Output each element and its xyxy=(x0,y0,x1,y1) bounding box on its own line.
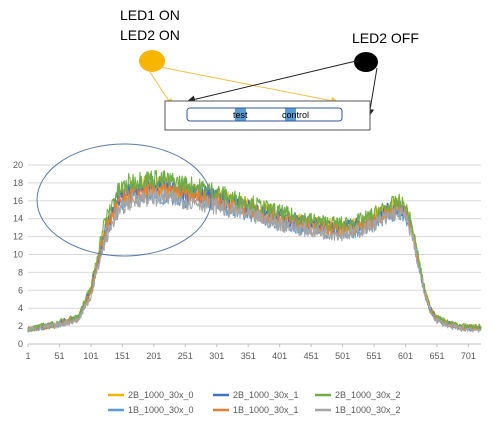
y-tick-label: 18 xyxy=(13,178,23,188)
strip-inner-window xyxy=(186,107,343,122)
led-off-indicator xyxy=(354,52,378,72)
series-line-1B_1000_30x_2 xyxy=(27,188,482,333)
legend-label: 2B_1000_30x_1 xyxy=(233,390,299,400)
strip-control-label: control xyxy=(282,110,309,120)
strip-control-patch xyxy=(285,108,296,121)
x-tick-label: 551 xyxy=(367,351,382,361)
legend-label: 1B_1000_30x_0 xyxy=(128,405,194,415)
y-tick-label: 20 xyxy=(13,160,23,170)
led2-off-label: LED2 OFF xyxy=(352,30,419,46)
legend-label: 1B_1000_30x_1 xyxy=(233,405,299,415)
x-tick-label: 701 xyxy=(461,351,476,361)
x-tick-label: 651 xyxy=(429,351,444,361)
x-tick-label: 451 xyxy=(304,351,319,361)
chart-series-lines xyxy=(27,170,482,333)
y-tick-label: 14 xyxy=(13,214,23,224)
y-tick-label: 16 xyxy=(13,196,23,206)
x-tick-label: 301 xyxy=(209,351,224,361)
series-line-2B_1000_30x_2 xyxy=(27,170,482,332)
led1-on-label: LED1 ON xyxy=(120,7,180,23)
x-tick-label: 101 xyxy=(83,351,98,361)
chart-y-ticks: 0 2 4 6 8 10 12 14 16 18 20 xyxy=(13,160,23,349)
x-tick-label: 151 xyxy=(115,351,130,361)
y-tick-label: 4 xyxy=(18,303,23,313)
x-tick-label: 1 xyxy=(25,351,30,361)
chart-legend: 2B_1000_30x_0 2B_1000_30x_1 2B_1000_30x_2 1… xyxy=(108,390,401,415)
peak-highlight-ellipse xyxy=(36,143,212,257)
x-tick-label: 501 xyxy=(335,351,350,361)
led-on-arrow-to-test xyxy=(159,66,339,105)
legend-label: 2B_1000_30x_0 xyxy=(128,390,194,400)
chart-gridlines xyxy=(28,164,481,327)
x-tick-label: 201 xyxy=(146,351,161,361)
y-tick-label: 12 xyxy=(13,232,23,242)
led-on-arrow-to-strip-left xyxy=(149,71,173,107)
x-tick-label: 251 xyxy=(178,351,193,361)
legend-label: 1B_1000_30x_2 xyxy=(335,405,401,415)
legend-label: 2B_1000_30x_2 xyxy=(335,390,401,400)
x-tick-label: 401 xyxy=(272,351,287,361)
strip-test-patch xyxy=(235,108,246,121)
led2-on-label: LED2 ON xyxy=(120,27,180,43)
y-tick-label: 10 xyxy=(13,250,23,260)
y-tick-label: 8 xyxy=(18,267,23,277)
x-tick-label: 51 xyxy=(54,351,64,361)
y-tick-label: 6 xyxy=(18,285,23,295)
chart-x-ticks: 1 51 101 151 201 251 301 351 401 451 501 551 601 651 7… xyxy=(25,344,476,361)
y-tick-label: 2 xyxy=(18,321,23,331)
strip-test-label: test xyxy=(233,110,248,120)
y-tick-label: 0 xyxy=(18,339,23,349)
x-tick-label: 601 xyxy=(398,351,413,361)
led-on-indicator xyxy=(139,50,165,72)
x-tick-label: 351 xyxy=(241,351,256,361)
led-off-arrow-to-strip-left xyxy=(187,60,357,104)
